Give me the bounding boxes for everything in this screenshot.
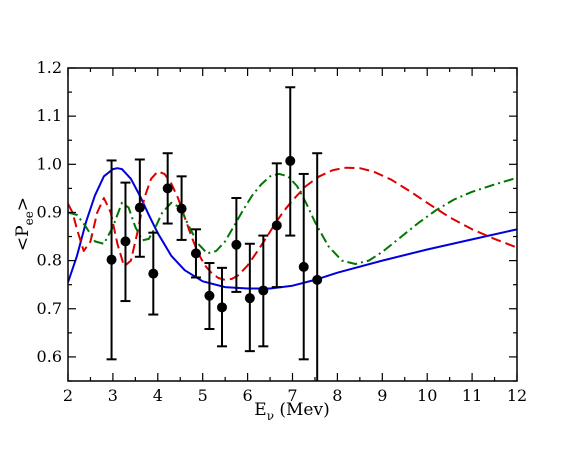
y-axis-title-pre: <P <box>13 225 33 251</box>
data-point-14 <box>285 86 296 237</box>
data-marker <box>134 202 145 213</box>
y-axis-title: <Pee> <box>13 197 36 251</box>
data-point-3 <box>134 158 145 258</box>
y-axis-title-sub: ee <box>22 211 36 225</box>
data-point-13 <box>271 162 282 289</box>
x-axis-title-main: E <box>254 400 266 420</box>
data-point-12 <box>258 234 269 348</box>
data-point-16 <box>312 152 323 381</box>
x-tick-label: 11 <box>462 386 482 405</box>
x-tick-label: 12 <box>507 386 527 405</box>
data-point-9 <box>217 266 228 348</box>
x-axis-title-rest: (Mev) <box>274 400 330 420</box>
data-point-15 <box>298 172 309 361</box>
x-tick-label: 10 <box>417 386 437 405</box>
data-marker <box>298 261 309 272</box>
data-point-6 <box>176 175 187 241</box>
data-point-8 <box>204 262 215 330</box>
data-marker <box>244 293 255 304</box>
data-marker <box>258 285 269 296</box>
x-tick-label: 7 <box>287 386 297 405</box>
y-tick-label: 1.0 <box>37 154 62 173</box>
data-marker <box>162 183 173 194</box>
series-line-dashdot <box>68 172 517 265</box>
ticks-layer: 2 3 4 5 6 7 8 9 10 11 12 0.6 0.7 0.8 0.9 1.0 1.1 1.2 <box>37 58 528 405</box>
data-marker <box>312 274 323 285</box>
y-tick-label: 1.2 <box>37 58 62 77</box>
x-tick-label: 8 <box>332 386 342 405</box>
x-tick-label: 2 <box>63 386 73 405</box>
data-marker <box>217 302 228 313</box>
data-point-5 <box>162 152 173 225</box>
x-tick-label: 9 <box>377 386 387 405</box>
x-tick-label: 4 <box>153 386 163 405</box>
data-marker <box>148 268 159 279</box>
data-marker <box>285 155 296 166</box>
y-tick-label: 0.6 <box>37 347 62 366</box>
x-tick-label: 3 <box>108 386 118 405</box>
data-marker <box>190 248 201 259</box>
data-marker <box>271 220 282 231</box>
y-tick-label: 0.7 <box>37 299 62 318</box>
y-axis-title-post: > <box>13 197 33 211</box>
data-point-10 <box>231 197 242 293</box>
x-tick-label: 6 <box>243 386 253 405</box>
data-marker <box>176 203 187 214</box>
data-point-2 <box>120 181 131 303</box>
x-axis-title: Eν (Mev) <box>254 400 329 423</box>
series-layer <box>68 166 517 290</box>
x-tick-label: 5 <box>198 386 208 405</box>
y-tick-label: 1.1 <box>37 106 62 125</box>
data-marker <box>120 236 131 247</box>
points-layer <box>106 86 323 381</box>
data-point-1 <box>106 159 117 361</box>
y-tick-label: 0.8 <box>37 251 62 270</box>
series-line-dashed <box>68 166 517 281</box>
data-point-7 <box>190 228 201 279</box>
series-line-solid <box>68 167 517 290</box>
y-tick-label: 0.9 <box>37 202 62 221</box>
data-marker <box>204 290 215 301</box>
x-axis-title-sub: ν <box>267 409 274 423</box>
data-marker <box>231 239 242 250</box>
data-point-11 <box>244 242 255 353</box>
data-point-4 <box>148 231 159 316</box>
data-marker <box>106 254 117 265</box>
